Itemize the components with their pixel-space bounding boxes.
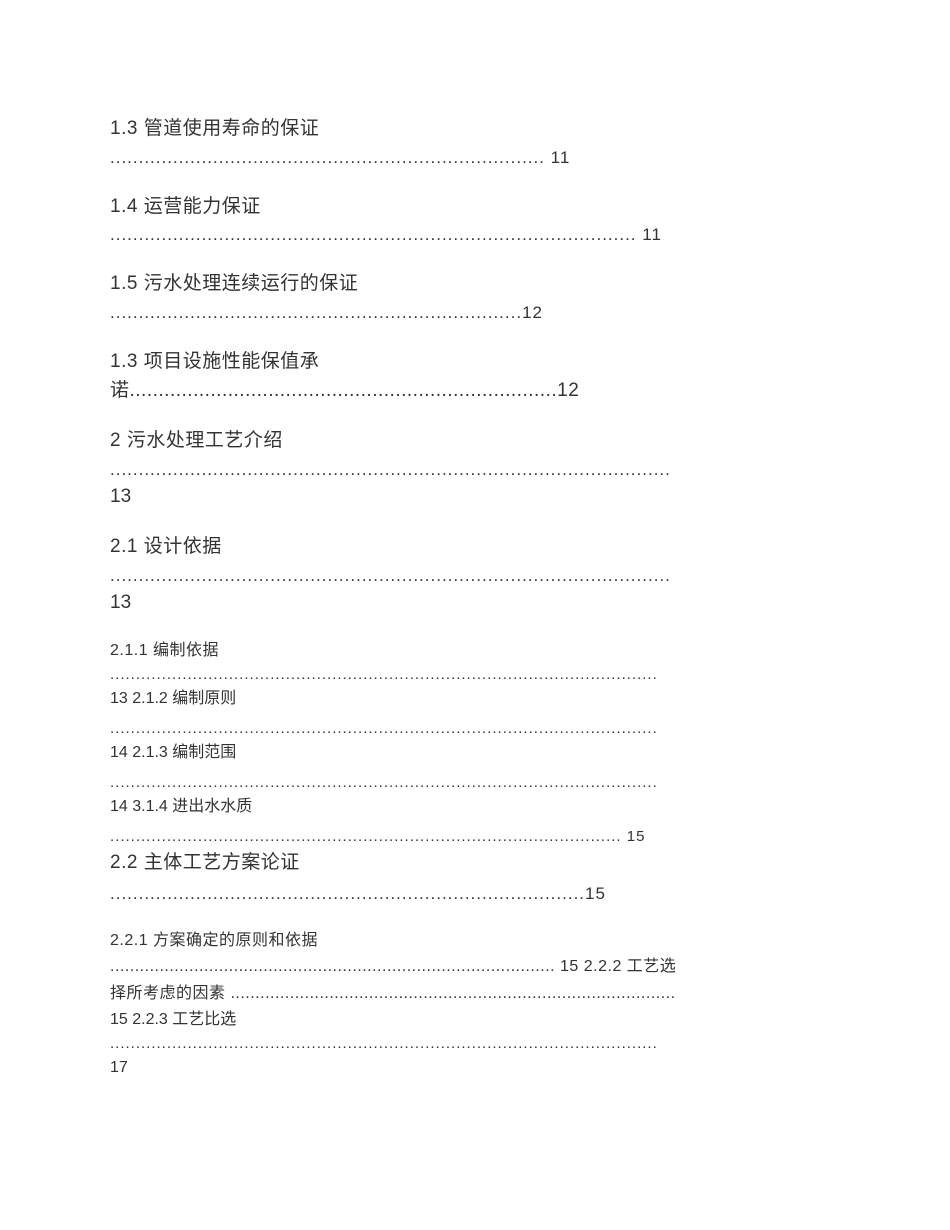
- toc-title: 1.4 运营能力保证: [110, 193, 840, 222]
- toc-entry: ........................................…: [110, 771, 840, 819]
- toc-continuation: 择所考虑的因素 ................................…: [110, 980, 840, 1007]
- toc-continuation: 13 2.1.2 编制原则: [110, 687, 840, 711]
- toc-entry: 1.3 管道使用寿命的保证 ..........................…: [110, 115, 840, 171]
- toc-leader: ........................................…: [110, 717, 840, 741]
- toc-title-line2: 诺.......................................…: [110, 377, 840, 406]
- toc-title: 1.5 污水处理连续运行的保证: [110, 270, 840, 299]
- toc-entry: ........................................…: [110, 825, 840, 878]
- toc-title: 2 污水处理工艺介绍: [110, 427, 840, 456]
- toc-leader: ........................................…: [110, 456, 840, 483]
- toc-entry: 2.2.1 方案确定的原则和依据 .......................…: [110, 929, 840, 1079]
- toc-leader: ........................................…: [110, 771, 840, 795]
- toc-title: 2.2.1 方案确定的原则和依据: [110, 929, 840, 953]
- toc-leader: ........................................…: [110, 221, 840, 248]
- toc-title: 1.3 管道使用寿命的保证: [110, 115, 840, 144]
- toc-entry: ........................................…: [110, 717, 840, 765]
- toc-continuation: 14 2.1.3 编制范围: [110, 741, 840, 765]
- toc-leader: ........................................…: [110, 1032, 840, 1056]
- toc-leader: ........................................…: [110, 144, 840, 171]
- toc-leader: ........................................…: [110, 663, 840, 687]
- toc-page-number: 17: [110, 1056, 840, 1080]
- toc-continuation: 15 2.2.3 工艺比选: [110, 1008, 840, 1032]
- toc-leader: ........................................…: [110, 880, 840, 907]
- toc-continuation: 2.2 主体工艺方案论证: [110, 849, 840, 878]
- table-of-contents: 1.3 管道使用寿命的保证 ..........................…: [110, 115, 840, 1080]
- toc-page-number: 13: [110, 483, 840, 512]
- toc-leader: ........................................…: [110, 299, 840, 326]
- toc-continuation: 14 3.1.4 进出水水质: [110, 795, 840, 819]
- toc-entry: 2 污水处理工艺介绍 .............................…: [110, 427, 840, 511]
- toc-title: 2.1 设计依据: [110, 533, 840, 562]
- toc-entry: ........................................…: [110, 880, 840, 907]
- toc-entry: 1.4 运营能力保证 .............................…: [110, 193, 840, 249]
- toc-entry: 1.3 项目设施性能保值承 诺.........................…: [110, 348, 840, 405]
- toc-entry: 2.1.1 编制依据 .............................…: [110, 639, 840, 711]
- toc-leader: ........................................…: [110, 562, 840, 589]
- toc-title: 1.3 项目设施性能保值承: [110, 348, 840, 377]
- toc-entry: 1.5 污水处理连续运行的保证 ........................…: [110, 270, 840, 326]
- toc-leader: ........................................…: [110, 953, 840, 980]
- toc-title: 2.1.1 编制依据: [110, 639, 840, 663]
- toc-entry: 2.1 设计依据 ...............................…: [110, 533, 840, 617]
- toc-leader: ........................................…: [110, 825, 840, 849]
- toc-page-number: 13: [110, 589, 840, 618]
